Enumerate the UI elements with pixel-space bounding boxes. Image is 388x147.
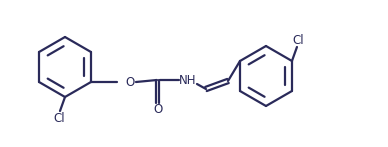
Text: Cl: Cl — [292, 34, 304, 46]
Text: NH: NH — [179, 74, 197, 86]
Text: O: O — [153, 102, 163, 116]
Text: O: O — [125, 76, 135, 88]
Text: Cl: Cl — [53, 112, 65, 125]
